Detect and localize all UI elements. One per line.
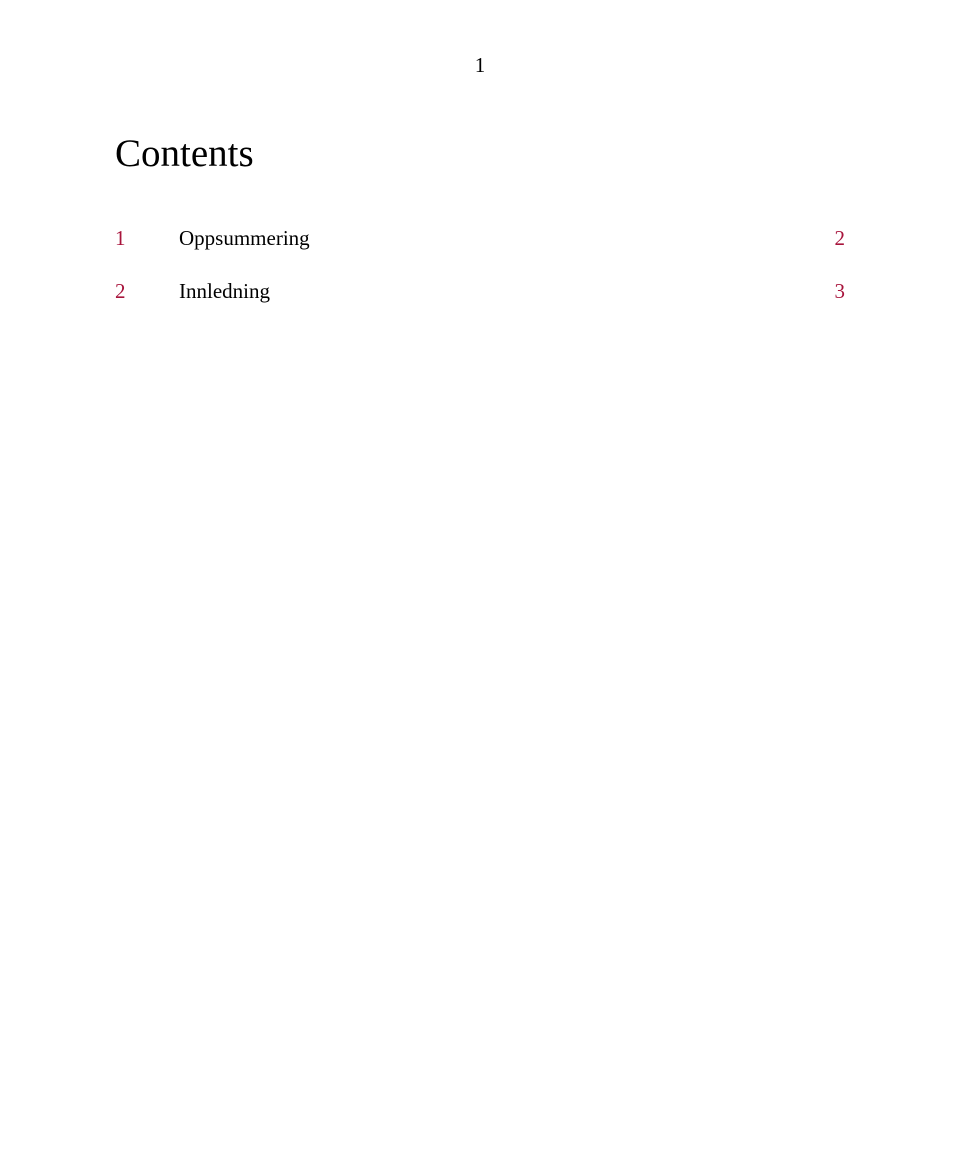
toc-section: 1Oppsummering2 <box>115 221 845 256</box>
document-page: 1 Contents 1Oppsummering22Innledning3 <box>0 0 960 367</box>
toc-entry: 2Innledning3 <box>115 274 845 309</box>
toc-entry-number[interactable]: 2 <box>115 276 155 307</box>
toc-section: 2Innledning3 <box>115 274 845 309</box>
toc-entry-label[interactable]: Oppsummering <box>155 223 809 254</box>
toc-entry-label[interactable]: Innledning <box>155 276 809 307</box>
toc-entry-page[interactable]: 3 <box>809 276 845 307</box>
toc-entry: 1Oppsummering2 <box>115 221 845 256</box>
page-number: 1 <box>115 50 845 81</box>
toc-title: Contents <box>115 125 845 183</box>
table-of-contents: 1Oppsummering22Innledning3 <box>115 221 845 309</box>
toc-entry-number[interactable]: 1 <box>115 223 155 254</box>
toc-entry-page[interactable]: 2 <box>809 223 845 254</box>
